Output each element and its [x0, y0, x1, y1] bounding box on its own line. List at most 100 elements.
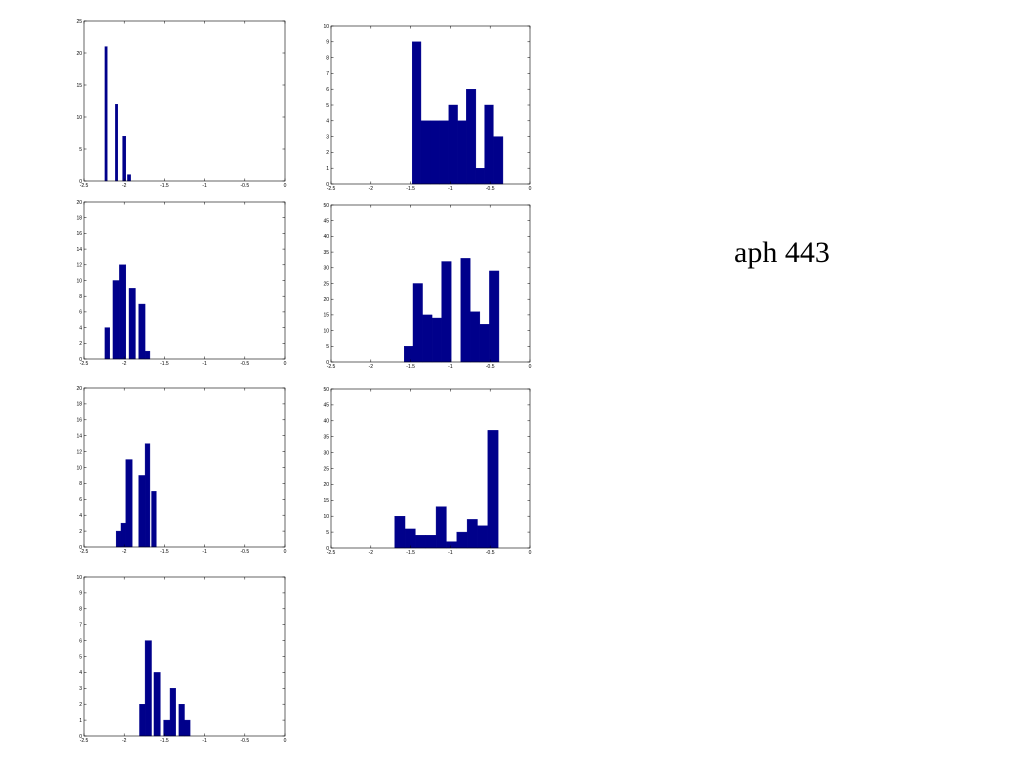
histogram-bar [420, 120, 431, 185]
axes-frame [330, 388, 531, 549]
y-tick-label: 6 [79, 638, 82, 644]
histogram-panel-3: -2.5 -2 -1.5 -1 -0.5 0 0 2 4 6 8 10 12 14 16 18 20 [76, 200, 286, 367]
y-tick-label: 10 [76, 115, 82, 121]
y-tick-label: 8 [79, 607, 82, 613]
y-tick-label: 7 [326, 71, 329, 77]
y-tick-label: 4 [79, 670, 82, 676]
histogram-bar [439, 120, 450, 185]
y-tick-label: 45 [323, 219, 329, 225]
y-tick-label: 0 [326, 182, 329, 188]
x-tick-label: -2.5 [327, 364, 336, 370]
histogram-bar [120, 522, 127, 548]
y-tick-label: 30 [323, 450, 329, 456]
y-tick-label: 4 [79, 325, 82, 331]
x-tick-label: 0 [284, 549, 287, 555]
x-tick-label: -1.5 [406, 550, 415, 556]
y-tick-label: 3 [79, 686, 82, 692]
x-tick-label: -2 [369, 364, 374, 370]
x-tick-label: -1.5 [160, 361, 169, 367]
x-tick-label: -2.5 [80, 738, 89, 744]
y-tick-label: 20 [323, 297, 329, 303]
y-tick-label: 10 [323, 328, 329, 334]
y-tick-label: 25 [76, 19, 82, 25]
y-tick-label: 8 [326, 55, 329, 61]
x-tick-label: -2 [369, 186, 374, 192]
y-tick-label: 9 [79, 591, 82, 597]
y-tick-label: 0 [79, 357, 82, 363]
y-tick-label: 5 [326, 344, 329, 350]
x-tick-label: -2.5 [327, 550, 336, 556]
y-tick-label: 0 [79, 179, 82, 185]
x-tick-label: -1 [448, 364, 453, 370]
histogram-bar [466, 88, 477, 185]
histogram-bar [411, 41, 422, 185]
x-tick-label: -1 [202, 361, 207, 367]
x-tick-label: -1.5 [160, 549, 169, 555]
x-tick-label: -1.5 [160, 738, 169, 744]
histogram-panel-2: -2.5 -2 -1.5 -1 -0.5 0 0 1 2 3 4 5 6 7 8 9 10 [323, 24, 531, 192]
x-tick-label: 0 [529, 186, 532, 192]
histogram-bar [138, 303, 146, 360]
histogram-bar [404, 528, 416, 549]
y-tick-label: 18 [76, 216, 82, 222]
histogram-bar [104, 46, 108, 182]
histogram-bar [435, 506, 447, 549]
x-tick-label: -0.5 [486, 364, 495, 370]
y-tick-label: 10 [76, 278, 82, 284]
y-tick-label: 15 [323, 498, 329, 504]
x-tick-label: -0.5 [240, 738, 249, 744]
x-tick-label: -1.5 [406, 186, 415, 192]
x-tick-label: 0 [529, 550, 532, 556]
x-tick-label: -2.5 [327, 186, 336, 192]
histogram-bar [169, 688, 176, 737]
histogram-bar [479, 324, 490, 363]
y-tick-label: 10 [76, 575, 82, 581]
x-tick-label: -1 [202, 549, 207, 555]
slide-caption: aph 443 [734, 236, 830, 269]
x-tick-label: -1 [202, 738, 207, 744]
histogram-bar [415, 535, 426, 549]
histogram-bar [460, 258, 471, 363]
histogram-bar [115, 530, 122, 548]
histogram-bar [475, 167, 485, 185]
x-tick-label: -1.5 [160, 183, 169, 189]
x-tick-label: -0.5 [486, 550, 495, 556]
histogram-bar [144, 640, 152, 737]
histogram-bar [394, 516, 406, 549]
y-tick-label: 15 [323, 313, 329, 319]
y-tick-label: 2 [79, 529, 82, 535]
histogram-bar [412, 283, 423, 363]
y-tick-label: 0 [79, 545, 82, 551]
histogram-panel-7: -2.5 -2 -1.5 -1 -0.5 0 0 1 2 3 4 5 6 7 8 9 10 [76, 575, 286, 744]
y-tick-label: 7 [79, 623, 82, 629]
y-tick-label: 50 [323, 203, 329, 209]
x-tick-label: -2 [369, 550, 374, 556]
x-tick-label: 0 [284, 738, 287, 744]
histogram-bar [448, 104, 458, 185]
y-tick-label: 30 [323, 266, 329, 272]
histogram-bar [446, 541, 457, 549]
y-tick-label: 2 [79, 702, 82, 708]
y-tick-label: 12 [76, 263, 82, 269]
histogram-bar [119, 264, 127, 360]
y-tick-label: 4 [79, 513, 82, 519]
histogram-bar [489, 270, 500, 363]
x-tick-label: 0 [284, 183, 287, 189]
y-tick-label: 45 [323, 403, 329, 409]
histogram-bar [487, 430, 499, 549]
x-tick-label: -0.5 [240, 549, 249, 555]
y-tick-label: 5 [326, 530, 329, 536]
x-tick-label: -2 [122, 738, 127, 744]
x-tick-label: -0.5 [486, 186, 495, 192]
histogram-panel-1: -2.5 -2 -1.5 -1 -0.5 0 0 5 10 15 20 25 [76, 19, 286, 189]
histogram-bar [127, 174, 131, 182]
histogram-bar [144, 350, 151, 360]
y-tick-label: 5 [79, 147, 82, 153]
y-tick-label: 4 [326, 119, 329, 125]
histogram-bar [470, 311, 481, 363]
histogram-bar [144, 443, 151, 548]
y-tick-label: 10 [76, 465, 82, 471]
y-tick-label: 20 [76, 200, 82, 206]
y-tick-label: 50 [323, 387, 329, 393]
y-tick-label: 0 [326, 360, 329, 366]
